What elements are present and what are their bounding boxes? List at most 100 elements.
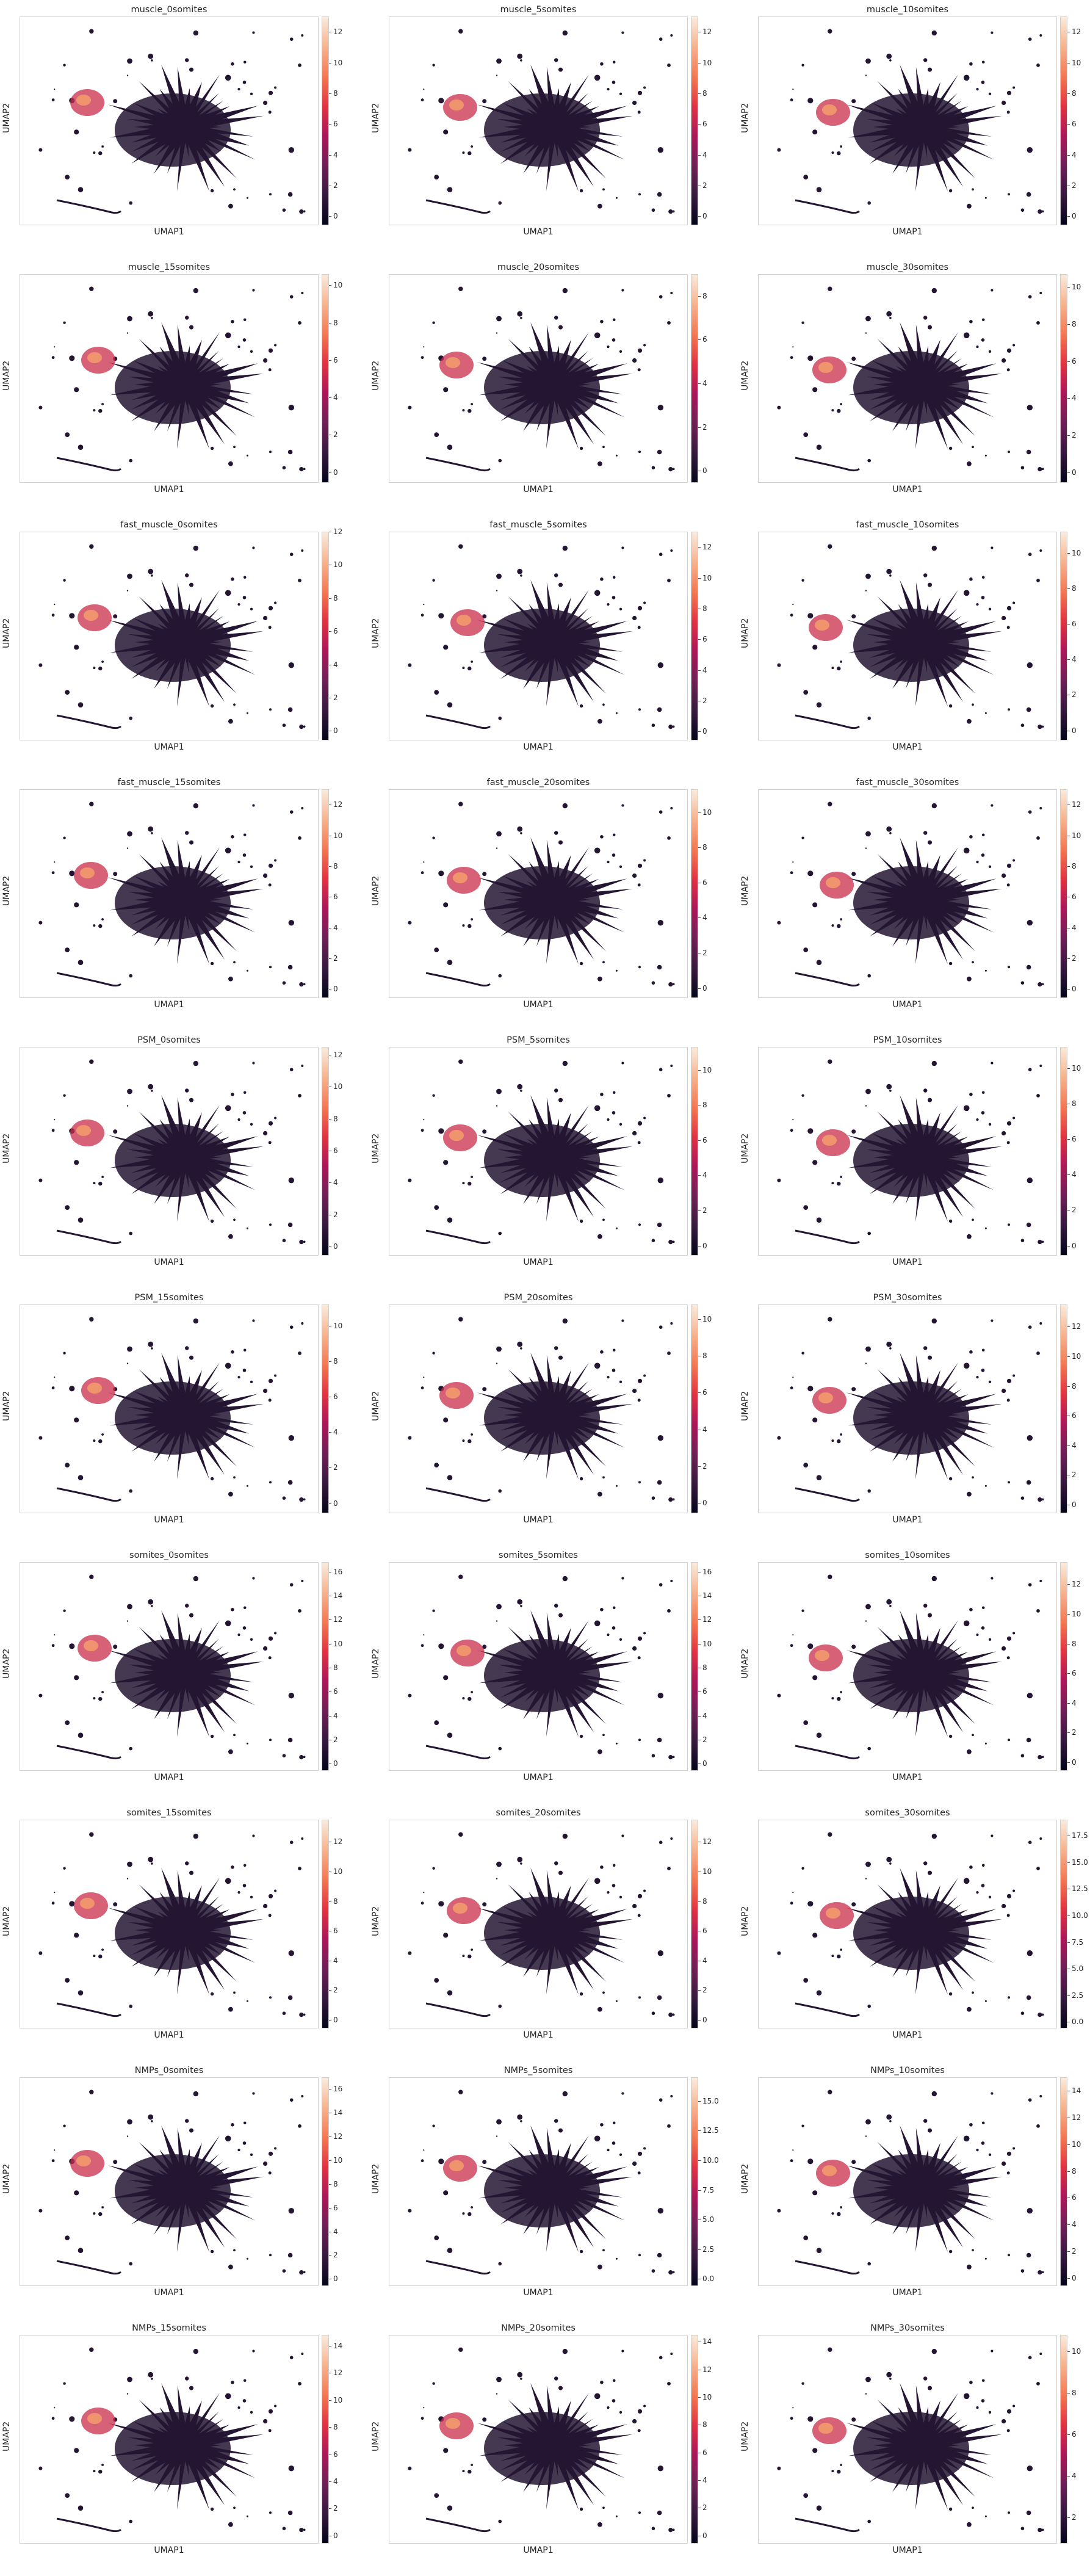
- umap-trajectory-branch: [892, 2185, 928, 2235]
- colorbar-ticks: 0 2 4 6 8 10: [698, 789, 723, 998]
- umap-island: [189, 2386, 193, 2390]
- umap-island: [289, 552, 294, 556]
- umap-island: [434, 432, 439, 437]
- umap-island: [462, 1955, 465, 1958]
- umap-island: [632, 2419, 637, 2424]
- umap-island: [672, 983, 675, 986]
- umap-trajectory-branch: [915, 642, 927, 707]
- scatter-plot-area: [20, 2077, 319, 2286]
- umap-island: [93, 1697, 96, 1700]
- umap-trajectory-branch: [502, 618, 557, 646]
- umap-island: [517, 1084, 523, 1090]
- umap-island: [803, 1720, 809, 1725]
- umap-island: [1026, 1737, 1031, 1743]
- umap-island: [657, 2466, 663, 2472]
- umap-island: [615, 1742, 618, 1745]
- colorbar-tick-label: 2: [329, 1211, 338, 1218]
- umap-island: [816, 702, 822, 707]
- umap-trajectory-branch: [176, 384, 189, 449]
- umap-trajectory-branch: [154, 1670, 190, 1720]
- colorbar-tick-label: 10: [329, 1640, 342, 1648]
- umap-island: [594, 1878, 601, 1884]
- umap-island: [447, 960, 453, 965]
- umap-island: [423, 1634, 425, 1636]
- umap-island: [1012, 2404, 1016, 2408]
- umap-island: [63, 321, 66, 324]
- umap-island: [242, 2399, 247, 2403]
- umap-island: [89, 544, 94, 549]
- umap-island: [269, 193, 272, 196]
- umap-island: [496, 1088, 502, 1094]
- umap-island: [928, 582, 932, 587]
- umap-island: [672, 1498, 675, 1501]
- umap-island: [299, 2013, 304, 2017]
- colorbar-tick-label: 6: [329, 2204, 338, 2212]
- umap-cell-cloud: [38, 1317, 306, 1502]
- colorbar-gradient: [322, 17, 328, 225]
- scatter-plot-area: [758, 789, 1057, 998]
- umap-island: [668, 2270, 673, 2275]
- umap-island: [597, 718, 602, 724]
- umap-island: [93, 1439, 96, 1442]
- umap-panel: NMPs_15somites UMAP1 UMAP2 0 2 4 6 8 10 12 14: [0, 2318, 369, 2576]
- umap-island: [657, 1480, 662, 1485]
- scatter-plot-area: [20, 2335, 319, 2544]
- umap-tail: [56, 457, 121, 472]
- colorbar-gradient: [691, 2335, 698, 2543]
- colorbar-tick-label: 6: [329, 893, 338, 900]
- umap-island: [298, 1609, 301, 1613]
- umap-island: [231, 2123, 234, 2127]
- umap-island: [185, 1088, 189, 1093]
- umap-island: [210, 2249, 214, 2254]
- umap-island: [51, 1644, 55, 1648]
- colorbar-tick-label: 6: [1067, 1412, 1077, 1419]
- umap-island: [972, 703, 974, 706]
- umap-cell-cloud: [408, 2089, 675, 2275]
- x-axis-label: UMAP1: [892, 2288, 923, 2298]
- umap-island: [303, 1756, 306, 1759]
- umap-island: [657, 1435, 663, 1441]
- umap-island: [228, 2522, 233, 2527]
- umap-island: [89, 1317, 94, 1322]
- colorbar-tick-label: 8: [329, 319, 338, 327]
- umap-island: [462, 1697, 465, 1700]
- umap-island: [632, 873, 637, 878]
- umap-cell-cloud: [408, 286, 675, 472]
- scatter-plot-area: [758, 274, 1057, 483]
- umap-island: [78, 1732, 84, 1738]
- colorbar: [322, 1820, 329, 2028]
- colorbar-tick-label: 6: [698, 1389, 707, 1396]
- colorbar-tick-label: 2: [698, 1207, 707, 1214]
- colorbar-tick-label: 8: [329, 595, 338, 602]
- umap-island: [231, 1093, 234, 1096]
- umap-island: [1002, 1646, 1006, 1651]
- umap-island: [420, 356, 424, 360]
- umap-island: [496, 590, 498, 592]
- umap-island: [612, 2379, 616, 2382]
- colorbar-ticks: 0 2 4 6 8 10 12: [1067, 1304, 1090, 1513]
- umap-island: [1026, 707, 1031, 712]
- umap-tail: [56, 199, 121, 214]
- umap-island: [1006, 626, 1010, 629]
- umap-island: [865, 1346, 871, 1352]
- umap-island: [972, 188, 974, 191]
- colorbar-tick-label: 10: [1067, 1065, 1081, 1072]
- umap-trajectory-branch: [182, 2392, 220, 2447]
- umap-island: [98, 666, 103, 671]
- umap-trajectory-branch: [502, 1391, 557, 1419]
- x-axis-label: UMAP1: [892, 2030, 923, 2040]
- umap-island: [615, 1485, 618, 1487]
- umap-island: [299, 725, 304, 729]
- umap-trajectory-branch: [536, 1671, 558, 1720]
- umap-island: [594, 847, 601, 854]
- umap-island: [434, 947, 439, 952]
- umap-island: [607, 2406, 610, 2409]
- umap-island: [579, 961, 583, 966]
- umap-island: [185, 2376, 189, 2381]
- umap-trajectory-branch: [922, 2185, 994, 2221]
- umap-island: [792, 604, 794, 606]
- colorbar-tick-label: 4: [698, 1426, 707, 1433]
- umap-trajectory-branch: [182, 74, 220, 129]
- umap-island: [231, 1350, 234, 1354]
- colorbar: [1060, 16, 1067, 225]
